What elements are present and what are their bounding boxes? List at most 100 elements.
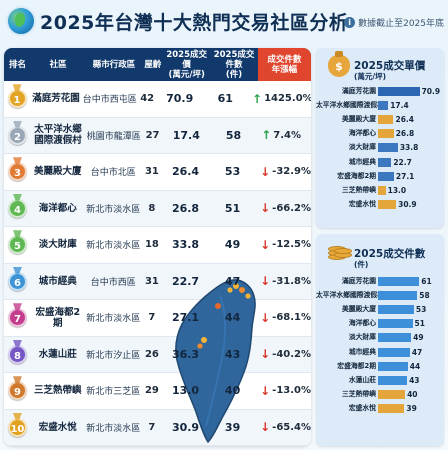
bar-area: 61 bbox=[378, 276, 438, 287]
rank-cell: 7 bbox=[4, 308, 31, 328]
table-row: 9 三芝熱帶嶼 新北市三芝區 29 13.0 40 ↓ -13.0% bbox=[4, 373, 311, 410]
data-note-text: 數據截止至2025年底 bbox=[358, 19, 444, 29]
rank-cell: 5 bbox=[4, 235, 31, 255]
bar-row: 淡大財庫 49 bbox=[316, 331, 444, 345]
count-value: 43 bbox=[224, 347, 241, 361]
bar-area: 13.0 bbox=[378, 185, 438, 196]
bar-row: 三芝熱帶嶼 40 bbox=[316, 388, 444, 402]
bar-label: 滿庭芳花園 bbox=[342, 86, 376, 95]
district: 新北市三芝區 bbox=[86, 387, 141, 398]
medal-icon: 8 bbox=[7, 344, 27, 364]
bar-area: 26.8 bbox=[378, 128, 438, 139]
bar bbox=[378, 304, 414, 314]
coin-stack-icon bbox=[328, 242, 352, 262]
bar-label: 宏盛水悅 bbox=[348, 404, 376, 413]
price-bars: 滿庭芳花園 70.9 太平洋水鄉國際渡假村 17.4 美麗殿大廈 26.4 海洋… bbox=[316, 84, 444, 212]
building-age: 7 bbox=[148, 312, 156, 324]
table-row: 10 宏盛水悅 新北市淡水區 7 30.9 39 ↓ -65.4% bbox=[4, 409, 311, 446]
bar bbox=[378, 375, 408, 385]
header-name: 社區 bbox=[49, 59, 67, 70]
medal-icon: 2 bbox=[8, 125, 27, 145]
bar-area: 49 bbox=[378, 332, 438, 343]
bar-value: 40 bbox=[407, 390, 418, 400]
bar-label: 宏盛海都2期 bbox=[337, 171, 376, 180]
header-price: 2025成交價 (萬元/坪) bbox=[166, 49, 208, 80]
bar-area: 17.4 bbox=[378, 100, 438, 111]
bar-row: 宏盛水悅 39 bbox=[316, 402, 444, 416]
bar-label: 淡大財庫 bbox=[348, 143, 376, 152]
bar-row: 三芝熱帶嶼 13.0 bbox=[316, 183, 444, 197]
bar-value: 44 bbox=[409, 361, 421, 371]
table-row: 4 海洋都心 新北市淡水區 8 26.8 51 ↓ -66.2% bbox=[4, 190, 311, 227]
bar bbox=[378, 347, 410, 357]
bar bbox=[378, 390, 406, 400]
bar-row: 宏盛水悅 30.9 bbox=[316, 198, 444, 212]
bar-row: 太平洋水鄉國際渡假村 17.4 bbox=[316, 98, 444, 112]
bar bbox=[378, 114, 394, 124]
bar-value: 33.8 bbox=[399, 143, 419, 153]
count-value: 40 bbox=[224, 384, 241, 398]
bar-area: 33.8 bbox=[378, 142, 438, 153]
community-name: 城市經典 bbox=[38, 275, 77, 287]
price-panel-title: 2025成交單價 bbox=[354, 60, 426, 72]
building-age: 27 bbox=[145, 129, 160, 141]
bar-label: 三芝熱帶嶼 bbox=[342, 185, 376, 194]
bar-label: 城市經典 bbox=[348, 157, 376, 166]
bar-area: 22.7 bbox=[378, 157, 438, 168]
bar-row: 宏盛海都2期 44 bbox=[316, 359, 444, 373]
bar bbox=[378, 276, 420, 286]
bar bbox=[378, 171, 394, 181]
table-row: 1 滿庭芳花園 台中市西屯區 42 70.9 61 ↑ 1425.0% bbox=[4, 81, 311, 118]
arrow-down-icon: ↓ bbox=[260, 347, 271, 362]
bar-value: 22.7 bbox=[393, 157, 412, 167]
change-value: ↑ 1425.0% bbox=[252, 91, 311, 106]
bar-value: 39 bbox=[406, 404, 417, 414]
rank-cell: 6 bbox=[4, 271, 31, 291]
building-age: 7 bbox=[148, 421, 156, 433]
table-row: 2 太平洋水鄉 國際渡假村 桃園市龍潭區 27 17.4 58 ↑ 7.4% bbox=[4, 117, 311, 154]
arrow-up-icon: ↑ bbox=[261, 128, 272, 143]
bar-value: 53 bbox=[415, 304, 427, 314]
bar bbox=[378, 290, 418, 300]
district: 新北市汐止區 bbox=[86, 350, 141, 361]
price-value: 30.9 bbox=[171, 420, 200, 434]
bar-row: 淡大財庫 33.8 bbox=[316, 141, 444, 155]
count-panel: 2025成交件數 (件) 滿庭芳花園 61 太平洋水鄉國際渡假村 58 美麗殿大… bbox=[316, 234, 444, 446]
bar-row: 城市經典 47 bbox=[316, 345, 444, 359]
bar-value: 27.1 bbox=[395, 171, 415, 181]
bar-area: 70.9 bbox=[378, 86, 440, 97]
bar-row: 海洋都心 51 bbox=[316, 317, 444, 331]
table-row: 8 水蓮山莊 新北市汐止區 26 36.3 43 ↓ -40.2% bbox=[4, 336, 311, 373]
medal-icon: 6 bbox=[7, 271, 27, 291]
district: 新北市淡水區 bbox=[86, 423, 141, 434]
bar bbox=[378, 185, 386, 195]
district: 新北市淡水區 bbox=[86, 314, 141, 325]
district: 桃園市龍潭區 bbox=[86, 131, 141, 142]
bar-row: 海洋都心 26.8 bbox=[316, 127, 444, 141]
count-value: 58 bbox=[225, 128, 242, 142]
taiwan-map bbox=[175, 279, 256, 444]
table-row: 5 淡大財庫 新北市淡水區 18 33.8 49 ↓ -12.5% bbox=[4, 227, 311, 264]
globe-icon bbox=[6, 6, 36, 36]
arrow-down-icon: ↓ bbox=[260, 237, 271, 252]
medal-icon: 10 bbox=[7, 417, 27, 437]
community-name: 三芝熱帶嶼 bbox=[34, 385, 82, 397]
rank-cell: 10 bbox=[4, 417, 31, 437]
medal-icon: 9 bbox=[7, 381, 27, 401]
community-name: 宏盛海都2期 bbox=[35, 306, 81, 329]
price-value: 13.0 bbox=[171, 384, 200, 398]
price-value: 26.8 bbox=[171, 201, 200, 215]
price-panel: $ 2025成交單價 (萬元/坪) 滿庭芳花園 70.9 太平洋水鄉國際渡假村 … bbox=[316, 48, 444, 228]
district: 新北市淡水區 bbox=[86, 241, 141, 252]
change-value: ↓ -68.1% bbox=[260, 310, 311, 325]
medal-icon: 4 bbox=[7, 198, 27, 218]
arrow-down-icon: ↓ bbox=[260, 310, 271, 325]
price-panel-unit: (萬元/坪) bbox=[354, 72, 387, 81]
bar bbox=[378, 100, 389, 110]
bar-row: 宏盛海都2期 27.1 bbox=[316, 169, 444, 183]
table-row: 3 美麗殿大廈 台中市北區 31 26.4 53 ↓ -32.9% bbox=[4, 154, 311, 191]
medal-icon: 3 bbox=[7, 162, 27, 182]
count-value: 49 bbox=[224, 238, 241, 252]
bar-value: 30.9 bbox=[398, 200, 417, 210]
bar-label: 美麗殿大廈 bbox=[342, 114, 376, 123]
